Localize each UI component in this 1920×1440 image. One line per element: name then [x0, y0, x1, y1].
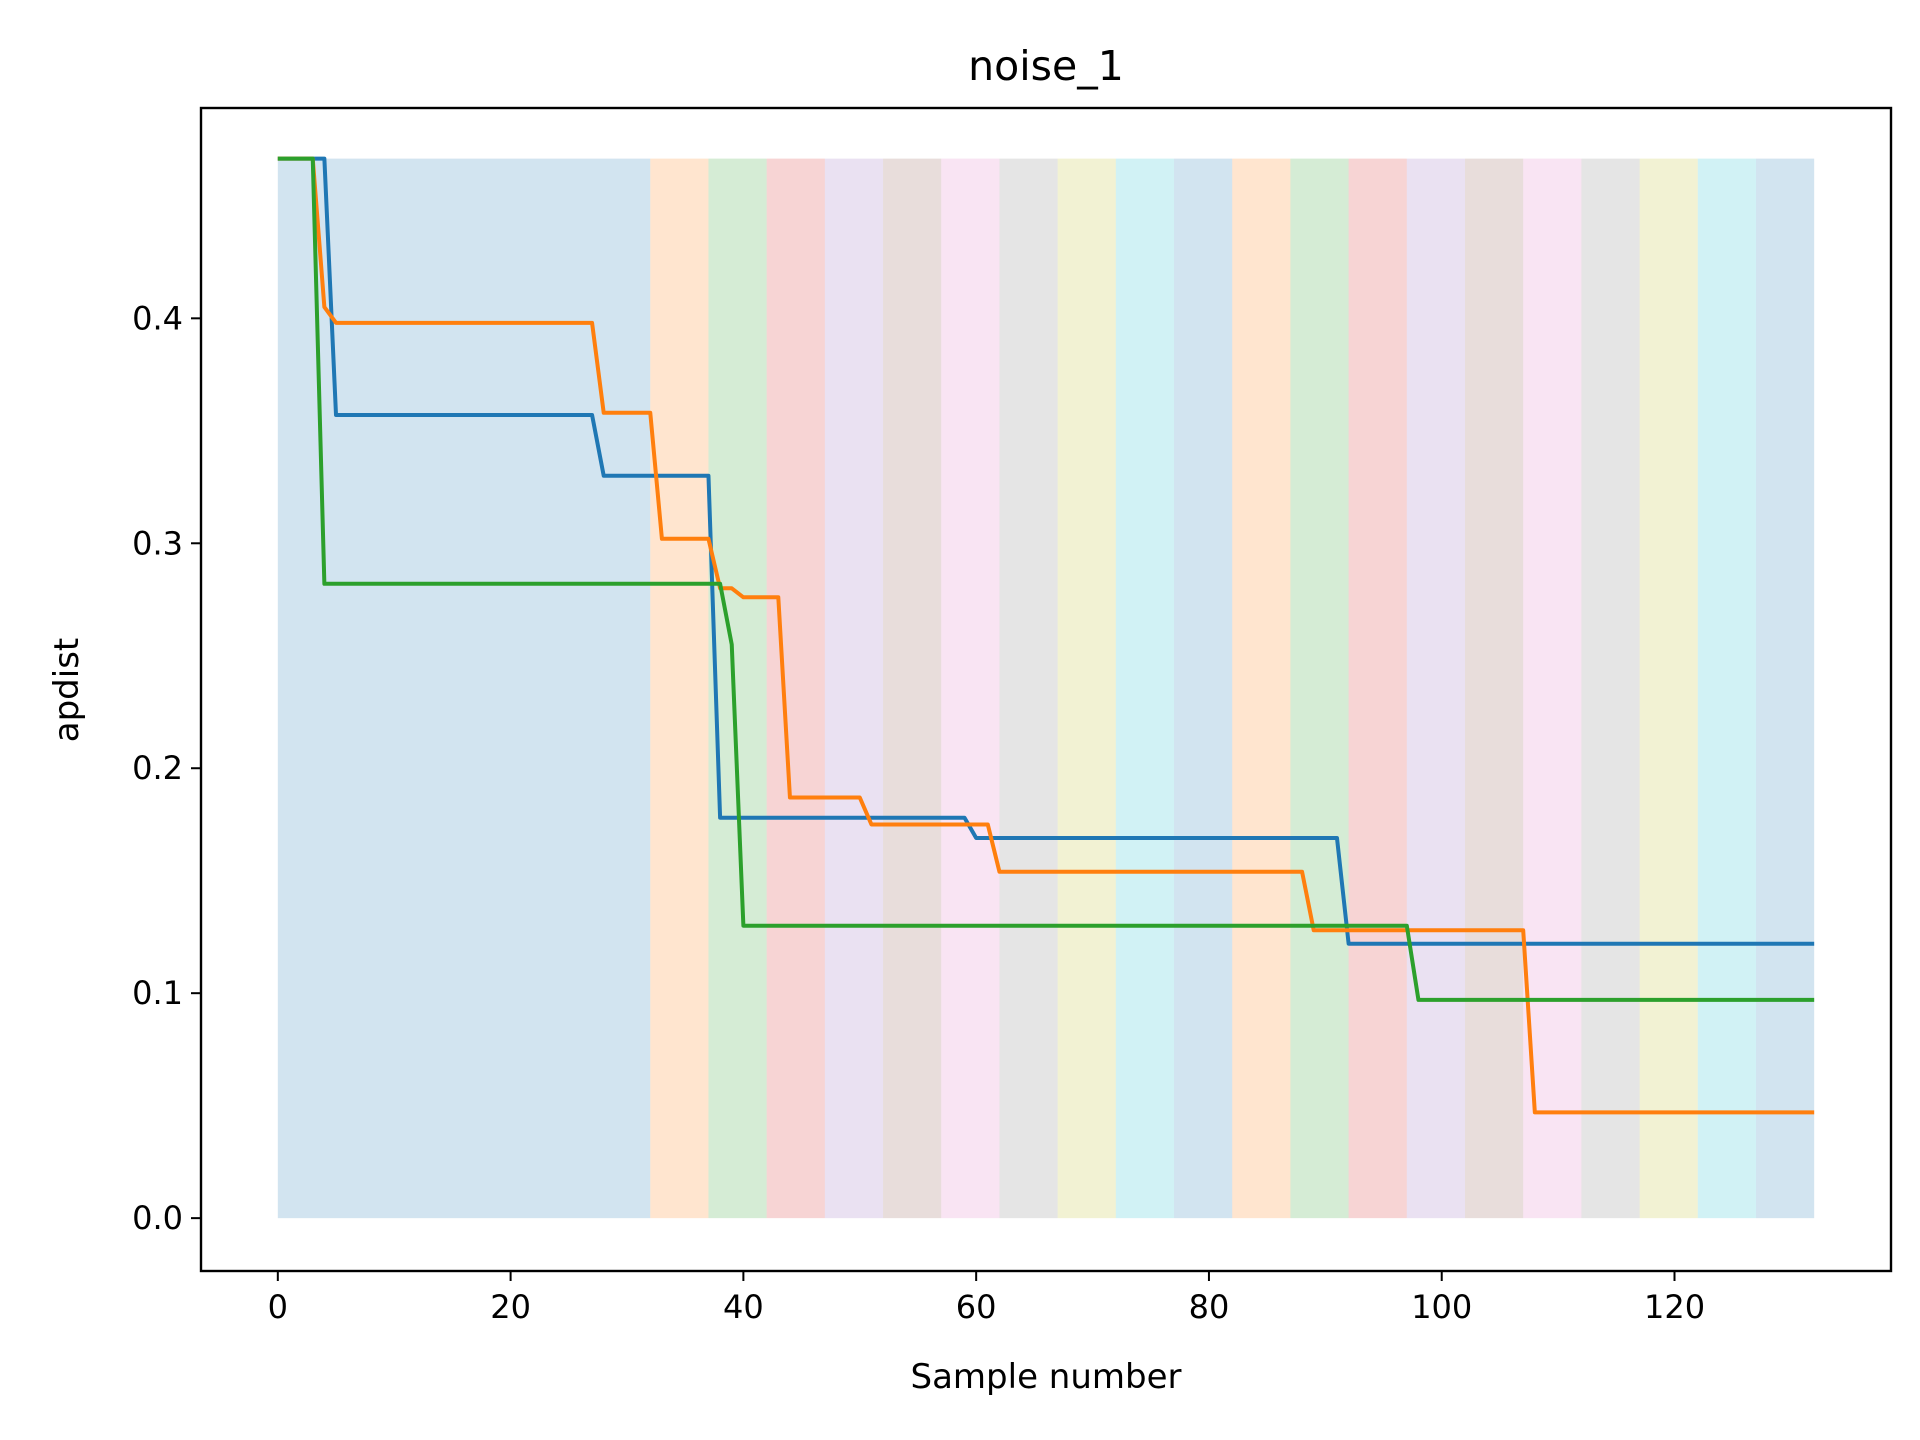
background-band-9 — [1115, 158, 1175, 1219]
x-axis-label: Sample number — [911, 1357, 1182, 1397]
y-tick-label: 0.2 — [132, 749, 183, 787]
x-tick-label: 0 — [268, 1288, 288, 1326]
x-tick-label: 60 — [956, 1288, 997, 1326]
background-band-11 — [1232, 158, 1291, 1219]
series-line-2 — [277, 156, 1815, 1002]
background-band-2 — [708, 158, 767, 1219]
axes-frame — [199, 106, 1893, 1273]
series-line-0 — [277, 156, 1815, 946]
background-band-13 — [1348, 158, 1407, 1219]
y-tick-label: 0.4 — [132, 299, 183, 337]
x-tick-label: 100 — [1411, 1288, 1472, 1326]
x-axis-ticks: 0 20 40 60 80 100 120 — [268, 1271, 1705, 1326]
chart-title: noise_1 — [968, 42, 1124, 90]
x-tick-label: 20 — [490, 1288, 531, 1326]
y-tick-label: 0.3 — [132, 524, 183, 562]
x-tick-label: 40 — [723, 1288, 764, 1326]
y-axis-label: apdist — [47, 638, 87, 743]
x-tick-label: 80 — [1189, 1288, 1230, 1326]
series-lines — [277, 156, 1815, 1115]
background-band-19 — [1697, 158, 1756, 1219]
background-band-5 — [883, 158, 942, 1219]
background-band-20 — [1755, 158, 1815, 1219]
background-band-10 — [1174, 158, 1233, 1219]
y-tick-label: 0.1 — [132, 974, 183, 1012]
background-band-16 — [1523, 158, 1582, 1219]
background-band-4 — [824, 158, 884, 1219]
background-band-12 — [1290, 158, 1349, 1219]
series-line-1 — [277, 156, 1815, 1115]
background-band-14 — [1406, 158, 1466, 1219]
y-tick-label: 0.0 — [132, 1199, 183, 1237]
background-bands — [277, 158, 1815, 1219]
background-band-18 — [1639, 158, 1698, 1219]
background-band-17 — [1581, 158, 1640, 1219]
background-band-1 — [650, 158, 709, 1219]
background-band-8 — [1057, 158, 1116, 1219]
background-band-6 — [941, 158, 1000, 1219]
background-band-3 — [766, 158, 825, 1219]
y-axis-ticks: 0.0 0.1 0.2 0.3 0.4 — [132, 299, 201, 1237]
background-band-15 — [1465, 158, 1524, 1219]
background-band-7 — [999, 158, 1058, 1219]
x-tick-label: 120 — [1644, 1288, 1705, 1326]
background-band-0 — [277, 158, 651, 1219]
